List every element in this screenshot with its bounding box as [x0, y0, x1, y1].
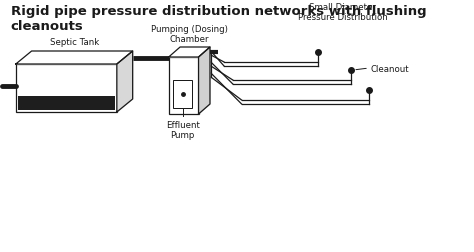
- Text: Small Diameter
Pressure Distribution: Small Diameter Pressure Distribution: [298, 3, 388, 22]
- Text: Pumping (Dosing)
Chamber: Pumping (Dosing) Chamber: [151, 24, 228, 44]
- Polygon shape: [117, 52, 133, 113]
- Text: Septic Tank: Septic Tank: [50, 38, 99, 47]
- Text: Rigid pipe pressure distribution networks with flushing
cleanouts: Rigid pipe pressure distribution network…: [10, 5, 426, 33]
- Polygon shape: [199, 48, 210, 115]
- Bar: [173, 81, 192, 109]
- Text: Cleanout: Cleanout: [371, 64, 410, 73]
- Bar: [16, 65, 117, 113]
- Polygon shape: [169, 48, 210, 58]
- Bar: [18, 97, 115, 111]
- Text: Effluent
Pump: Effluent Pump: [166, 120, 200, 140]
- Bar: [169, 58, 199, 115]
- Polygon shape: [16, 52, 133, 65]
